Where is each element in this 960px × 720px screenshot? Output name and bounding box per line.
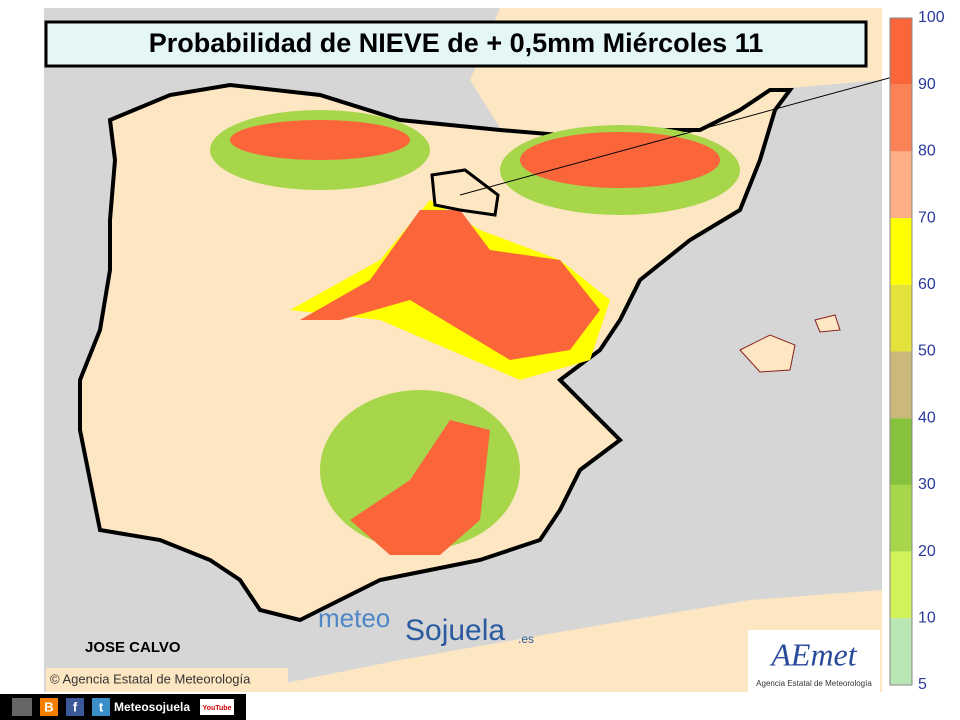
- la-rioja: [430, 168, 500, 217]
- meteosojuela-logo: meteo Sojuela .es: [318, 603, 534, 647]
- legend-frame: [889, 17, 913, 686]
- legend-label: 50: [918, 343, 936, 360]
- legend-label: 70: [918, 209, 936, 226]
- legend-label: 40: [918, 409, 936, 426]
- snow-areas: [210, 110, 740, 555]
- area: [350, 420, 490, 555]
- credit: © Agencia Estatal de Meteorología: [50, 671, 251, 686]
- legend-band: [890, 218, 912, 285]
- youtube-label: YouTube: [203, 705, 232, 712]
- legend-label: 80: [918, 143, 936, 160]
- blogger-icon: [40, 698, 58, 716]
- legend-label: 20: [918, 543, 936, 560]
- aemet-logo: AEmet Agencia Estatal de Meteorología: [748, 630, 880, 692]
- legend-band: [890, 18, 912, 85]
- author: JOSE CALVO: [85, 639, 181, 656]
- youtube-icon: [200, 699, 234, 715]
- legend-band: [890, 551, 912, 619]
- area: [300, 210, 600, 360]
- legend-label: 5: [918, 676, 927, 693]
- pointer-line: [459, 74, 901, 196]
- icon-label: t: [99, 699, 104, 714]
- aemet-name: AEmet: [769, 636, 857, 672]
- legend-band: [890, 618, 912, 685]
- area: [230, 120, 410, 160]
- aemet-subtitle: Agencia Estatal de Meteorología: [756, 679, 872, 688]
- title-box: Probabilidad de NIEVE de + 0,5mm Miércol…: [44, 20, 868, 68]
- area: [520, 132, 720, 188]
- facebook-icon: [66, 698, 84, 716]
- legend-label: 10: [918, 610, 936, 627]
- title-background: [44, 20, 868, 68]
- icon-label: f: [73, 699, 78, 714]
- baleares: [739, 334, 796, 373]
- logo-domain: .es: [518, 632, 534, 646]
- handle: Meteosojuela: [114, 700, 190, 714]
- menorca: [814, 314, 841, 333]
- map: [44, 8, 901, 692]
- legend-band: [890, 418, 912, 485]
- africa: [240, 590, 882, 692]
- legend-band: [890, 484, 912, 552]
- logo-sojuela: Sojuela: [405, 614, 505, 647]
- legend-band: [890, 84, 912, 152]
- legend-band: [890, 351, 912, 419]
- legend-label: 30: [918, 476, 936, 493]
- legend-label: 60: [918, 276, 936, 293]
- twitter-icon: [92, 698, 110, 716]
- legend: 100 90 80 70 60 50 40 30 20 10 5: [889, 9, 945, 693]
- footer: B f t Meteosojuela YouTube: [0, 694, 246, 720]
- legend-label: 100: [918, 9, 945, 26]
- legend-label: 90: [918, 76, 936, 93]
- logo-meteo: meteo: [318, 603, 390, 633]
- credit-background: [46, 668, 288, 692]
- icon-label: B: [44, 699, 53, 714]
- title: Probabilidad de NIEVE de + 0,5mm Miércol…: [149, 28, 764, 58]
- aemet-background: [748, 630, 880, 692]
- legend-band: [890, 151, 912, 219]
- camera-icon: [12, 698, 32, 716]
- legend-band: [890, 284, 912, 352]
